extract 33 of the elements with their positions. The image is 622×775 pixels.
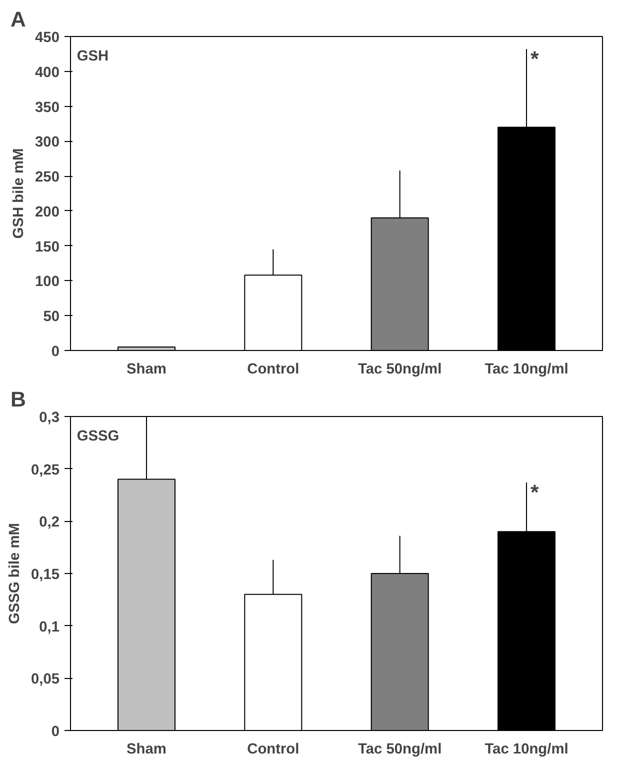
y-tick-label: 250 xyxy=(35,170,60,186)
y-tick-label: 400 xyxy=(35,64,60,81)
y-tick-label: 150 xyxy=(35,239,60,256)
y-tick-label: 0 xyxy=(51,344,60,360)
text: GSH xyxy=(76,48,109,64)
y-tick-label: 300 xyxy=(35,134,60,151)
y-axis-title: GSH bile mM xyxy=(11,148,28,239)
x-tick-label: Sham xyxy=(126,362,166,378)
x-tick-label: Tac 50ng/ml xyxy=(358,362,442,378)
y-tick-label: 0,05 xyxy=(30,672,60,688)
text: A xyxy=(10,8,26,32)
x-tick-label: Sham xyxy=(126,742,166,758)
y-axis-title: GSSG bile mM xyxy=(6,523,23,624)
x-tick-label: Tac 50ng/ml xyxy=(358,742,442,758)
x-tick-label: Control xyxy=(247,742,300,758)
y-tick-label: 100 xyxy=(35,274,60,290)
annotation: * xyxy=(530,47,540,72)
y-tick-label: 0 xyxy=(51,724,60,740)
y-tick-label: 0,2 xyxy=(39,514,60,531)
x-tick-label: Tac 10ng/ml xyxy=(484,362,568,378)
annotation: * xyxy=(530,480,540,504)
y-tick-label: 0,15 xyxy=(30,567,60,583)
x-tick-label: Control xyxy=(247,362,300,378)
text: GSSG xyxy=(76,428,120,444)
x-tick-label: Tac 10ng/ml xyxy=(484,742,568,758)
y-tick-label: 350 xyxy=(35,100,60,116)
y-tick-label: 0,3 xyxy=(39,410,60,426)
text: B xyxy=(10,388,26,412)
y-tick-label: 0,1 xyxy=(39,619,60,636)
y-tick-label: 50 xyxy=(43,309,60,326)
y-tick-label: 450 xyxy=(35,30,60,46)
y-tick-label: 0,25 xyxy=(30,462,60,478)
y-tick-label: 200 xyxy=(35,204,60,220)
